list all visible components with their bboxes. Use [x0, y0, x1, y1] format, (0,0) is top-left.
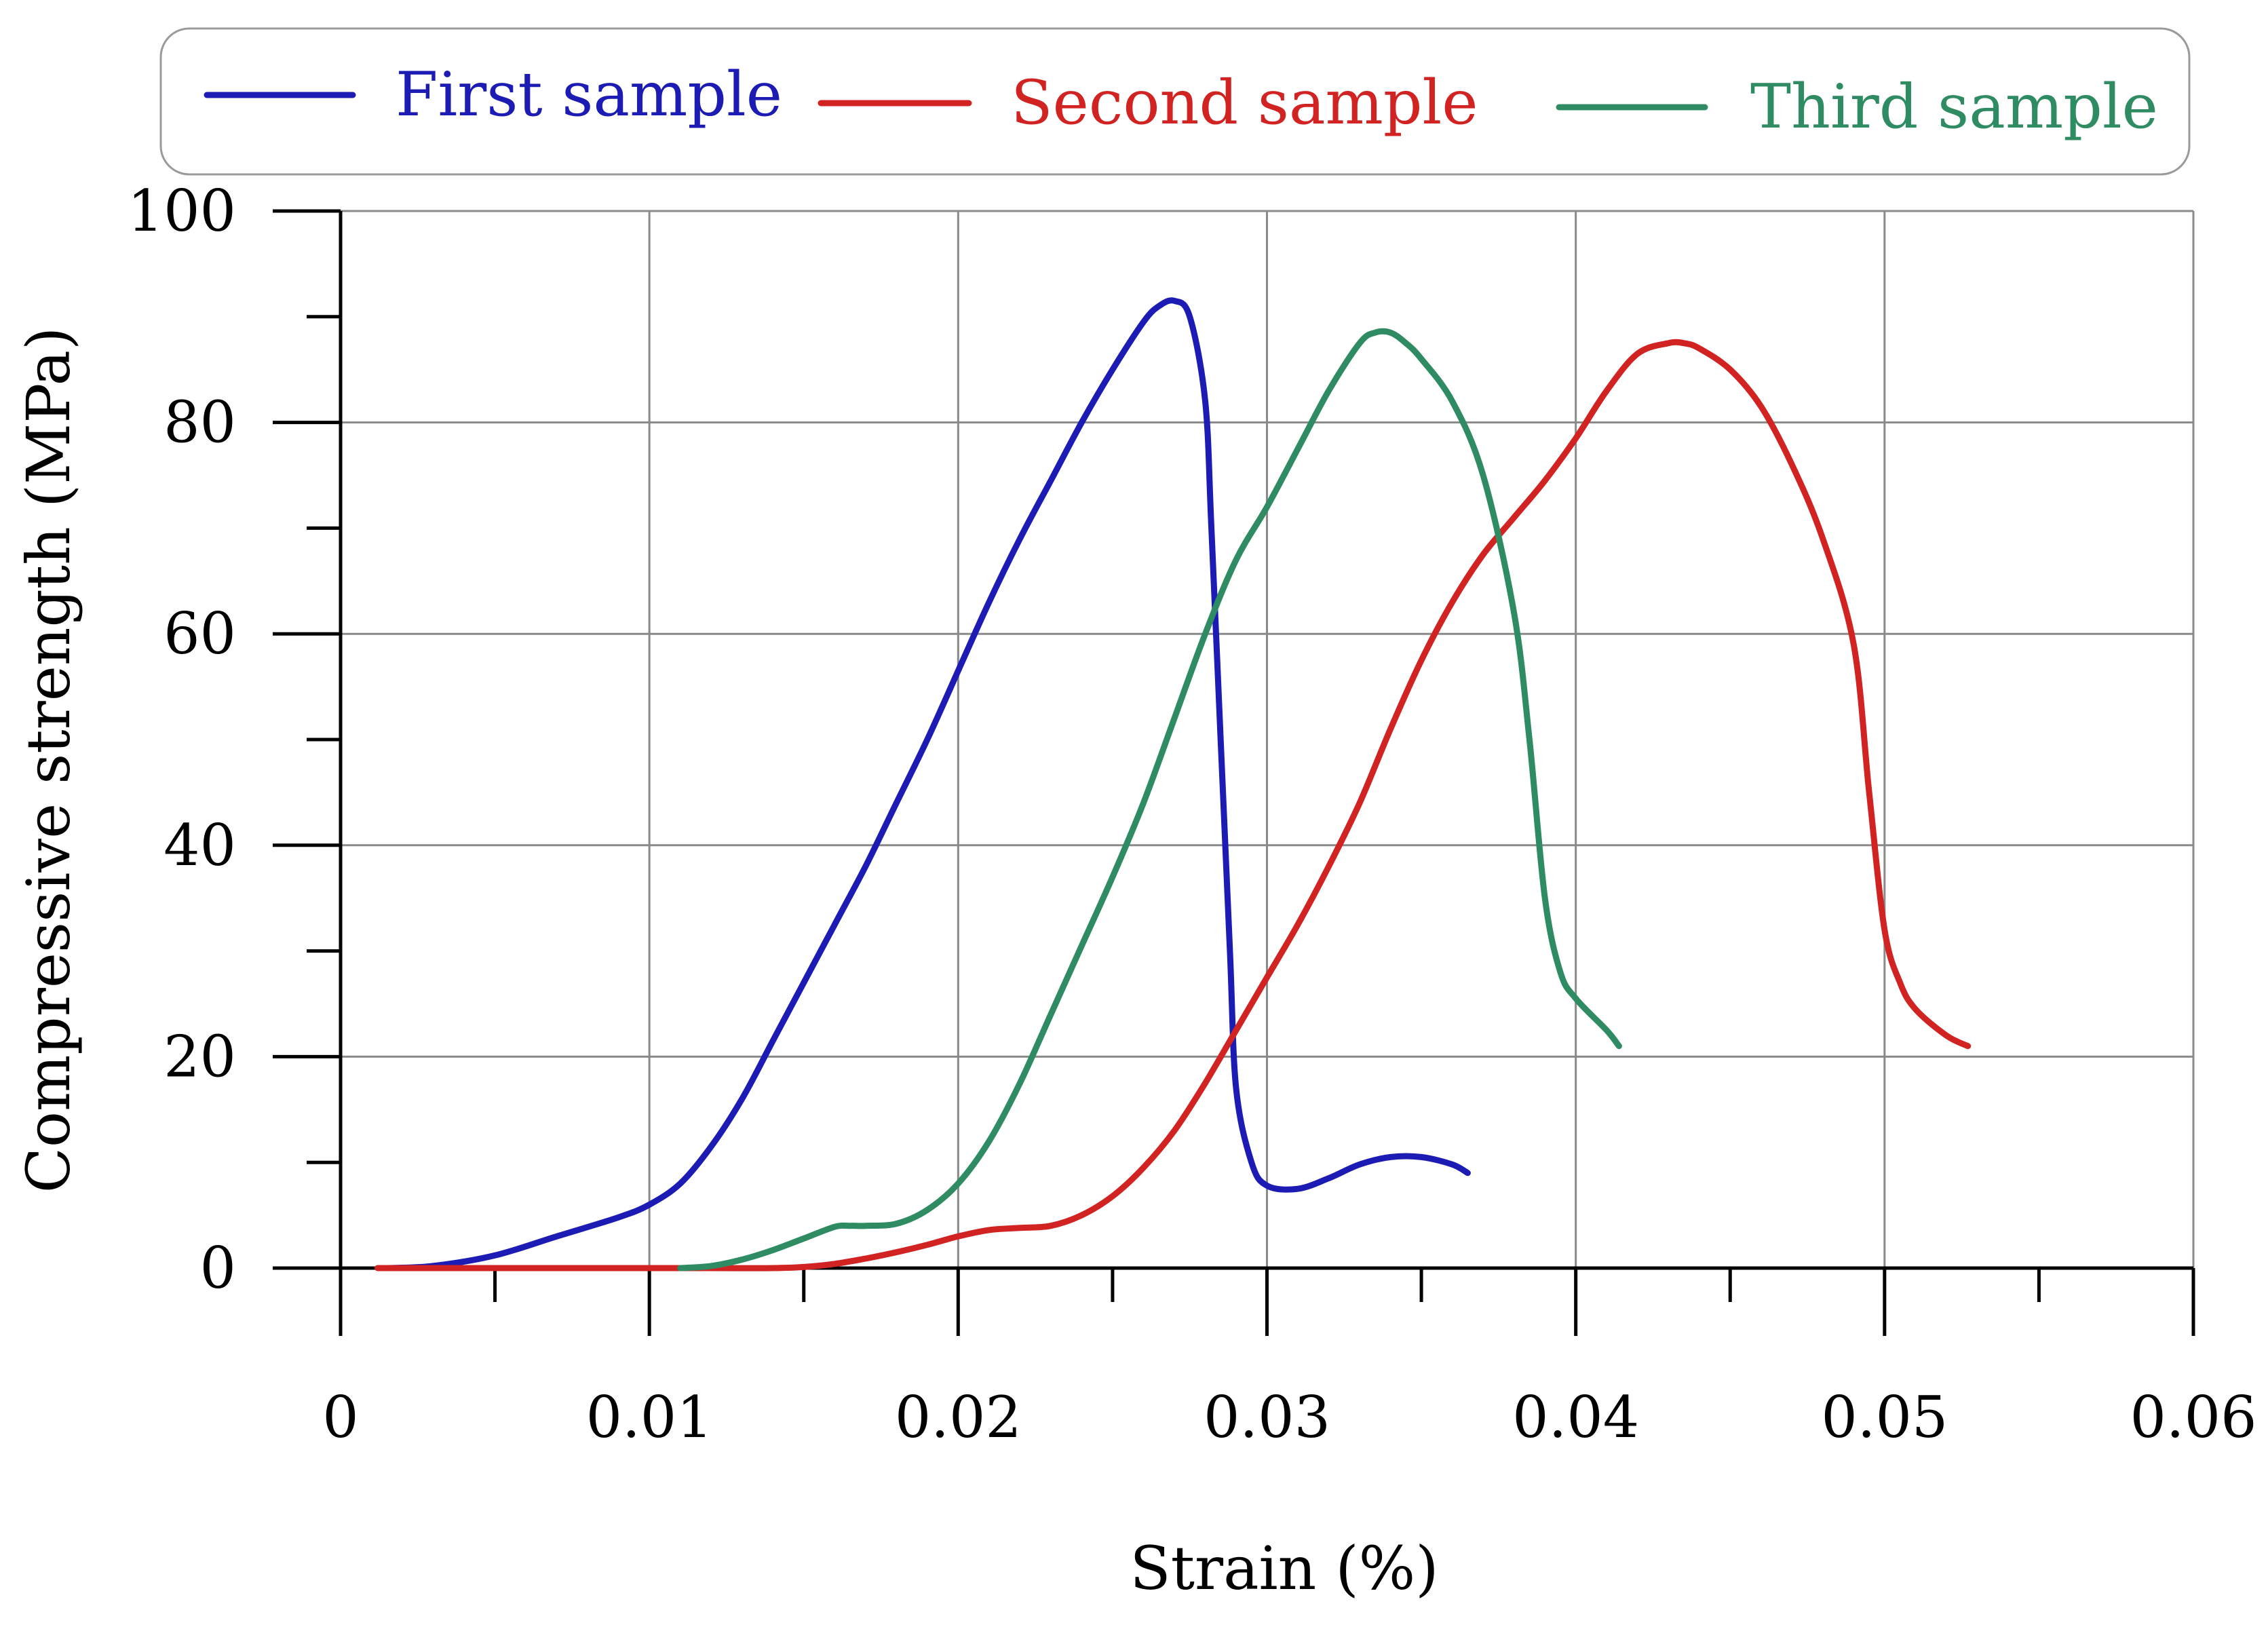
y-axis-title: Compressive strength (MPa): [14, 327, 83, 1193]
axes: [273, 209, 2195, 1336]
x-tick-label: 0: [322, 1384, 358, 1451]
legend-label-second-sample: Second sample: [1011, 67, 1478, 138]
y-tick-label: 100: [128, 178, 236, 244]
x-tick-label: 0.02: [895, 1384, 1022, 1451]
y-tick-label: 0: [200, 1235, 236, 1301]
y-tick-label: 80: [164, 389, 236, 456]
x-tick-label: 0.05: [1821, 1384, 1948, 1451]
x-tick-label: 0.06: [2130, 1384, 2256, 1451]
x-tick-label: 0.04: [1512, 1384, 1639, 1451]
y-tick-label: 20: [164, 1023, 236, 1090]
x-tick-label: 0.01: [586, 1384, 713, 1451]
x-tick-label: 0.03: [1204, 1384, 1330, 1451]
grid: [341, 210, 2195, 1268]
y-tick-label: 40: [164, 812, 236, 879]
legend-box: [159, 27, 2191, 176]
legend-label-third-sample: Third sample: [1750, 71, 2158, 142]
x-axis-title: Strain (%): [1130, 1533, 1438, 1603]
legend-label-first-sample: First sample: [396, 59, 782, 130]
y-tick-label: 60: [164, 600, 236, 667]
legend: First sample Second sample Third sample: [159, 27, 2191, 176]
series-lines: [374, 297, 1972, 1271]
series-line-first-sample: [383, 297, 1471, 1271]
axis-labels: 0 0.01 0.02 0.03 0.04 0.05 0.06 0 20 40 60 80 100 Str…: [14, 178, 2257, 1603]
series-line-second-sample: [374, 339, 1972, 1271]
series-line-third-sample: [677, 328, 1622, 1271]
